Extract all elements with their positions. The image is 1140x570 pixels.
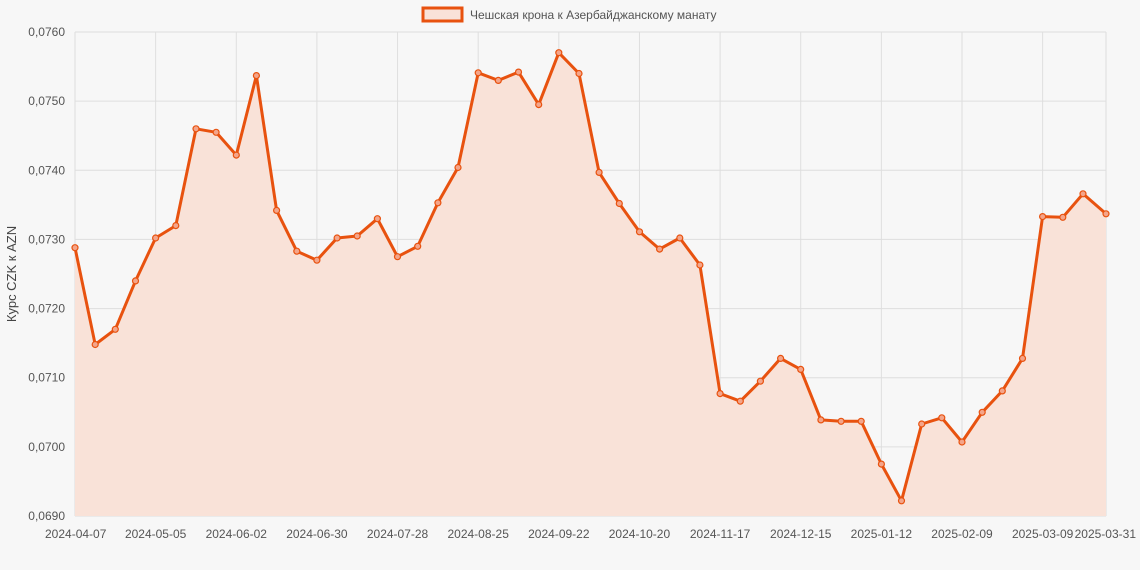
legend-label: Чешская крона к Азербайджанскому манату [470,8,717,22]
data-point[interactable] [736,397,744,405]
data-point[interactable] [514,68,523,76]
data-point[interactable] [333,234,341,242]
data-point[interactable] [837,417,845,425]
x-tick-label: 2024-06-02 [206,527,268,541]
y-tick-label: 0,0740 [28,163,65,177]
x-tick-label: 2024-11-17 [690,527,751,541]
data-point[interactable] [716,390,724,398]
data-point[interactable] [353,232,361,240]
data-point[interactable] [918,420,926,428]
data-point[interactable] [172,222,180,230]
data-point[interactable] [938,414,946,422]
data-point[interactable] [575,69,583,78]
data-point[interactable] [192,125,200,133]
x-tick-label: 2025-03-31 [1075,527,1137,541]
data-point[interactable] [958,438,966,446]
x-axis-ticks: 2024-04-07 2024-05-05 2024-06-02 2024-06-30… [45,527,1136,541]
legend[interactable]: Чешская крона к Азербайджанскому манату [421,6,717,23]
x-tick-label: 2024-09-22 [528,527,590,541]
data-point[interactable] [998,387,1006,395]
x-tick-label: 2024-12-15 [770,527,832,541]
data-point[interactable] [91,340,99,349]
data-point[interactable] [414,242,422,250]
x-tick-label: 2024-04-07 [45,527,107,541]
x-tick-label: 2024-05-05 [125,527,187,541]
x-tick-label: 2024-06-30 [286,527,348,541]
data-points-layer [71,49,1110,505]
data-point[interactable] [1018,354,1027,362]
y-tick-label: 0,0700 [28,440,65,454]
data-point[interactable] [293,247,301,255]
x-tick-label: 2024-08-25 [447,527,509,541]
data-point[interactable] [232,151,240,159]
data-point[interactable] [152,234,160,242]
area-fill-layer [75,52,1106,516]
x-tick-label: 2024-07-28 [367,527,429,541]
series-area [75,52,1106,516]
y-tick-label: 0,0730 [28,232,65,246]
x-tick-label: 2025-01-12 [851,527,913,541]
data-point[interactable] [535,100,543,109]
data-point[interactable] [756,377,765,385]
data-point[interactable] [978,408,986,416]
data-point[interactable] [615,199,623,208]
data-point[interactable] [313,256,321,264]
data-point[interactable] [696,261,704,269]
data-point[interactable] [1102,210,1110,218]
series-line [73,51,1107,503]
data-point[interactable] [111,325,119,333]
data-point[interactable] [1059,213,1067,221]
data-point[interactable] [273,206,281,214]
y-axis-ticks: 0,0690 0,0700 0,0710 0,0720 0,0730 0,0740 0,07… [28,25,65,523]
data-point[interactable] [655,245,664,253]
data-point[interactable] [797,365,805,373]
series-line-layer [73,51,1107,503]
x-tick-label: 2025-03-09 [1012,527,1074,541]
data-point[interactable] [212,128,220,136]
x-tick-label: 2025-02-09 [931,527,993,541]
y-tick-label: 0,0710 [28,371,65,385]
x-tick-label: 2024-10-20 [609,527,671,541]
y-tick-label: 0,0750 [28,94,65,108]
data-point[interactable] [776,354,785,362]
data-point[interactable] [857,417,865,425]
data-point[interactable] [373,215,381,223]
data-point[interactable] [393,253,402,261]
y-tick-label: 0,0720 [28,302,65,316]
data-point[interactable] [252,71,260,80]
data-point[interactable] [877,460,886,468]
y-tick-label: 0,0760 [28,25,65,39]
data-point[interactable] [434,199,442,207]
data-point[interactable] [1079,190,1087,198]
data-point[interactable] [494,76,502,85]
data-point[interactable] [555,49,563,57]
data-point[interactable] [635,228,644,236]
data-point[interactable] [676,234,684,242]
data-point[interactable] [454,163,462,172]
data-point[interactable] [131,277,140,285]
legend-swatch[interactable] [421,6,464,23]
data-point[interactable] [817,416,825,424]
y-tick-label: 0,0690 [28,509,65,523]
y-axis-title: Курс CZK к AZN [4,226,19,322]
data-point[interactable] [71,244,79,252]
data-point[interactable] [595,168,603,176]
data-point[interactable] [897,497,906,505]
data-point[interactable] [474,69,482,77]
data-point[interactable] [1038,213,1047,221]
